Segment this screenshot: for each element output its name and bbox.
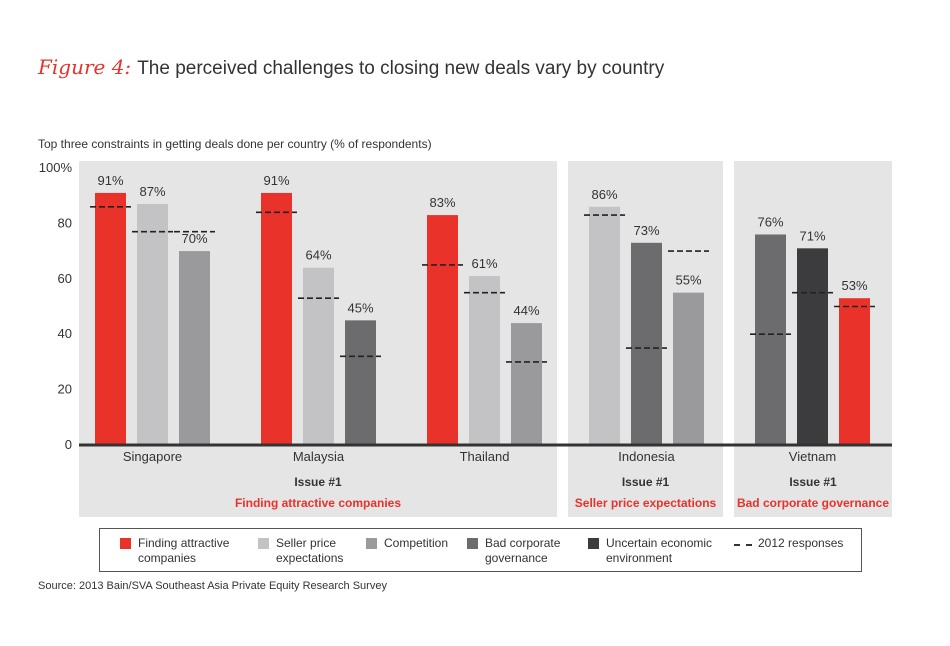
bar-singapore-seller <box>137 204 168 445</box>
legend-label-governance: Bad corporate governance <box>485 536 561 565</box>
country-label-thailand: Thailand <box>460 449 510 464</box>
chart-subtitle: Top three constraints in getting deals d… <box>38 137 432 151</box>
data-label-singapore-competition: 70% <box>181 231 207 246</box>
bar-singapore-finding <box>95 192 126 445</box>
legend-swatch-competition <box>366 538 377 549</box>
legend-label-seller: Seller price expectations <box>276 536 344 565</box>
data-label-thailand-competition: 44% <box>513 303 539 318</box>
data-label-malaysia-governance: 45% <box>347 300 373 315</box>
figure-title: Figure 4: The perceived challenges to clo… <box>38 55 664 80</box>
bar-thailand-competition <box>511 323 542 445</box>
issue-label-0: Issue #1 <box>294 475 342 489</box>
legend-label-2012: 2012 responses <box>758 536 844 550</box>
data-label-vietnam-governance: 76% <box>757 214 783 229</box>
issue-label-2: Issue #1 <box>789 475 837 489</box>
country-label-indonesia: Indonesia <box>618 449 675 464</box>
chart-legend: Finding attractive companies Seller price… <box>99 528 862 572</box>
y-tick-label-60: 60 <box>58 271 72 286</box>
y-tick-label-0: 0 <box>65 437 72 452</box>
data-label-thailand-seller: 61% <box>471 256 497 271</box>
bar-malaysia-governance <box>345 320 376 445</box>
issue-text-2: Bad corporate governance <box>737 496 889 510</box>
figure-title-text: The perceived challenges to closing new … <box>137 58 665 79</box>
figure-label: Figure 4: <box>38 55 132 79</box>
y-tick-label-100: 100% <box>39 160 73 175</box>
bar-indonesia-competition <box>673 292 704 445</box>
legend-swatch-governance <box>467 538 478 549</box>
source-note: Source: 2013 Bain/SVA Southeast Asia Pri… <box>38 580 387 592</box>
legend-label-economic: Uncertain economic environment <box>606 536 713 565</box>
issue-text-0: Finding attractive companies <box>235 496 401 510</box>
bar-vietnam-economic <box>797 248 828 445</box>
data-label-indonesia-governance: 73% <box>633 223 659 238</box>
data-label-singapore-seller: 87% <box>139 184 165 199</box>
bar-malaysia-seller <box>303 267 334 445</box>
bar-vietnam-finding <box>839 298 870 445</box>
y-tick-label-20: 20 <box>58 382 72 397</box>
bar-thailand-finding <box>427 215 458 445</box>
bar-singapore-competition <box>179 251 210 445</box>
country-label-singapore: Singapore <box>123 449 182 464</box>
legend-swatch-economic <box>588 538 599 549</box>
legend-dash-2012 <box>734 544 752 546</box>
data-label-malaysia-seller: 64% <box>305 248 331 263</box>
data-label-vietnam-economic: 71% <box>799 228 825 243</box>
country-label-malaysia: Malaysia <box>293 449 345 464</box>
bar-indonesia-seller <box>589 206 620 445</box>
bar-thailand-seller <box>469 276 500 445</box>
bar-vietnam-governance <box>755 234 786 445</box>
data-label-vietnam-finding: 53% <box>841 278 867 293</box>
y-tick-label-80: 80 <box>58 215 72 230</box>
legend-label-competition: Competition <box>384 536 449 550</box>
bar-malaysia-finding <box>261 192 292 445</box>
data-label-indonesia-seller: 86% <box>591 187 617 202</box>
legend-label-finding: Finding attractive companies <box>138 536 230 565</box>
legend-swatch-finding <box>120 538 131 549</box>
data-label-indonesia-competition: 55% <box>675 273 701 288</box>
issue-text-1: Seller price expectations <box>575 496 717 510</box>
bar-indonesia-governance <box>631 242 662 445</box>
data-label-singapore-finding: 91% <box>97 173 123 188</box>
data-label-thailand-finding: 83% <box>429 195 455 210</box>
legend-swatch-seller <box>258 538 269 549</box>
country-label-vietnam: Vietnam <box>789 449 836 464</box>
y-tick-label-40: 40 <box>58 326 72 341</box>
data-label-malaysia-finding: 91% <box>263 173 289 188</box>
issue-label-1: Issue #1 <box>622 475 670 489</box>
